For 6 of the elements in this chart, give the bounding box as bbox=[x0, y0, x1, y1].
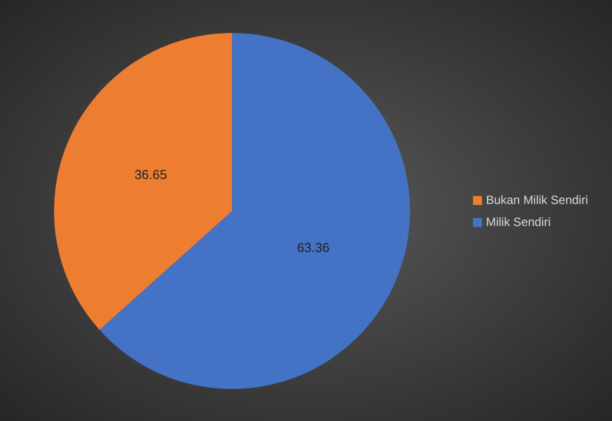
pie-slice bbox=[54, 33, 232, 330]
data-label: 36.65 bbox=[134, 167, 167, 182]
legend-label: Milik Sendiri bbox=[486, 214, 551, 228]
legend-label: Bukan Milik Sendiri bbox=[486, 192, 588, 206]
pie-slice bbox=[100, 33, 410, 389]
data-label: 63.36 bbox=[297, 240, 330, 255]
